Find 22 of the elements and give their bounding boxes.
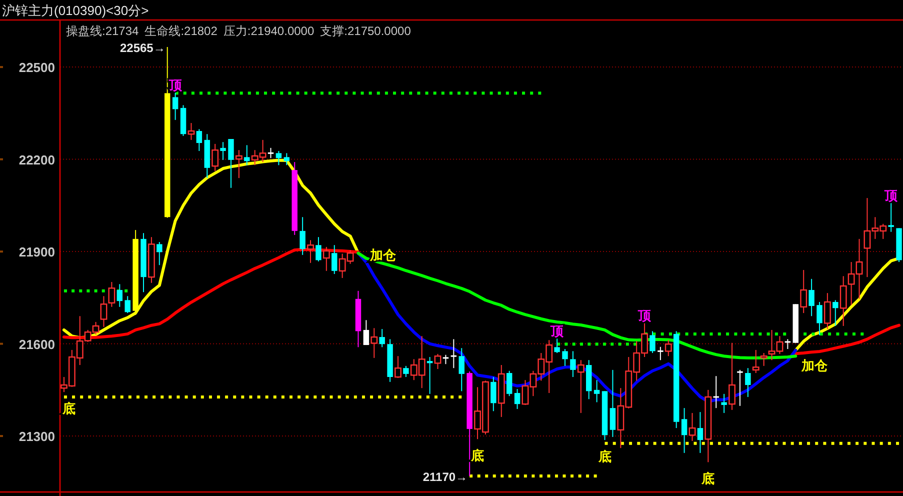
annotation: 生命线:21802 (144, 24, 218, 38)
annotation: 操盘线:21734 (66, 24, 140, 38)
annotation: 顶 (168, 77, 183, 92)
annotation: 加仓 (369, 247, 398, 262)
annotation: 顶 (884, 188, 899, 203)
chart-title: 沪锌主力(010390)<30分> (2, 3, 149, 18)
annotation: 22565→ (120, 41, 166, 56)
annotation: 21170→ (422, 470, 468, 484)
annotation: 压力:21940.0000 (223, 24, 314, 38)
y-tick-label: 22500 (18, 60, 55, 76)
annotation: 底 (470, 448, 484, 464)
annotation: 顶 (637, 308, 652, 324)
annotation: 底 (700, 471, 715, 486)
y-tick-label: 22200 (18, 152, 55, 168)
y-tick-label: 21600 (18, 336, 55, 352)
annotation: 底 (597, 449, 612, 464)
annotation: 加仓 (800, 358, 829, 374)
y-tick-label: 21300 (18, 429, 55, 444)
y-tick-label: 21900 (18, 244, 55, 260)
annotation: 底 (62, 401, 76, 416)
annotation: 支撑:21750.0000 (320, 24, 412, 38)
annotation: 顶 (550, 323, 565, 338)
